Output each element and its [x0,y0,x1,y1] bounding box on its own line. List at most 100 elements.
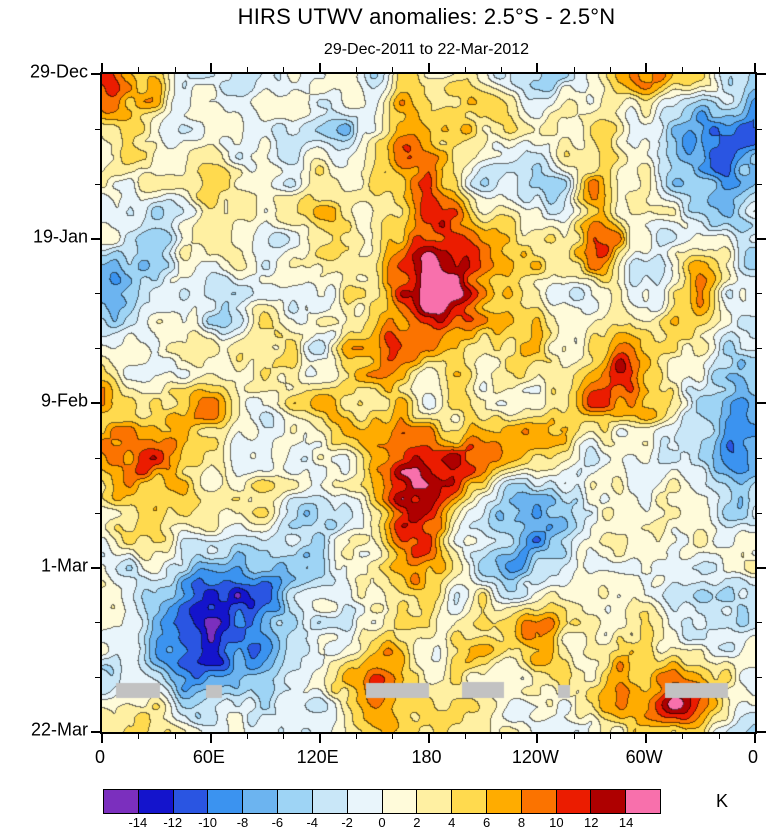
y-axis-minor-tick [757,512,762,514]
y-axis-tick-label: 1-Mar [40,555,88,575]
x-axis-minor-tick [573,734,575,739]
y-axis-minor-tick [757,348,762,350]
colorbar-tick-label: 2 [413,815,421,830]
colorbar-tick-label: 0 [378,815,386,830]
colorbar-tick-label: -12 [163,815,183,830]
x-axis-tick-label: 120W [511,747,559,767]
y-axis-minor-tick [757,457,762,459]
colorbar-tick-label: 8 [517,815,526,830]
x-axis-minor-tick [501,67,503,72]
x-axis-labels: 0 60E 120E 180 120W 60W 0 [95,747,758,769]
x-axis-minor-tick [174,67,176,72]
y-axis-major-tick [91,237,100,240]
y-axis-major-tick [91,731,100,733]
x-axis-major-tick [318,734,321,743]
colorbar-swatch [486,790,522,813]
x-axis-major-tick [536,734,539,743]
x-axis-minor-tick [138,734,140,739]
y-axis-tick-label: 29-Dec [29,61,88,82]
colorbar-swatch [626,790,660,813]
x-axis-minor-tick [501,734,503,739]
colorbar-swatch [138,790,174,813]
colorbar-tick-label: 12 [584,815,599,830]
x-axis-minor-tick [609,67,611,72]
y-axis-minor-tick [757,183,762,185]
x-axis-minor-tick [355,734,357,739]
y-axis-minor-tick [95,512,100,514]
y-axis-major-tick [91,73,100,75]
y-axis-major-tick [757,237,766,240]
chart-subtitle: 29-Dec-2011 to 22-Mar-2012 [323,41,530,58]
y-axis-major-tick [757,73,766,75]
y-axis-major-tick [91,566,100,569]
y-axis-minor-tick [95,293,100,295]
colorbar-tick-label: -8 [236,815,249,830]
x-axis-major-tick [536,63,539,72]
colorbar-tick-label: 4 [448,815,456,830]
colorbar-swatch [243,790,279,813]
x-axis-tick-label: 60W [625,747,663,767]
x-axis-major-tick [101,734,103,743]
colorbar-swatch [312,790,348,813]
y-axis-minor-tick [95,183,100,185]
x-axis-major-tick [209,63,212,72]
colorbar-swatch [278,790,313,813]
x-axis-major-tick [427,734,430,743]
x-axis-major-tick [101,63,103,72]
x-axis-major-tick [754,63,756,72]
x-axis-minor-tick [573,67,575,72]
contour-field-canvas [102,74,755,732]
x-axis-tick-label: 180 [411,747,442,767]
colorbar-swatch [556,790,592,813]
x-axis-minor-tick [138,67,140,72]
x-axis-minor-tick [392,67,394,72]
y-axis-major-tick [757,731,766,733]
x-axis-minor-tick [247,67,249,72]
x-axis-major-tick [645,734,648,743]
x-axis-minor-tick [355,67,357,72]
x-axis-minor-tick [174,734,176,739]
colorbar-swatch [591,790,627,813]
chart-title: HIRS UTWV anomalies: 2.5°S - 2.5°N [237,4,616,29]
x-axis-tick-label: 60E [192,747,225,767]
colorbar-tick-labels: -14 -12 -10 -8 -6 -4 -2 0 2 4 6 8 10 12 14 [103,815,661,830]
colorbar-tick-label: -10 [198,815,218,830]
plot-area [91,63,766,743]
y-axis-minor-tick [757,128,762,130]
x-axis-minor-tick [392,734,394,739]
x-axis-minor-tick [464,67,466,72]
colorbar-tick-label: -2 [341,815,353,830]
colorbar-tick-label: -14 [128,815,148,830]
x-axis-minor-tick [283,734,285,739]
y-axis-minor-tick [95,457,100,459]
y-axis-minor-tick [757,622,762,624]
x-axis-minor-tick [718,67,720,72]
colorbar-swatch [521,790,557,813]
colorbar [103,789,661,814]
y-axis-minor-tick [95,677,100,679]
y-axis-tick-label: 19-Jan [32,226,88,246]
colorbar-swatch [173,790,209,813]
y-axis-minor-tick [95,128,100,130]
x-axis-major-tick [754,734,756,743]
colorbar-swatch [104,790,139,813]
colorbar-swatch [382,790,418,813]
colorbar-swatch [417,790,453,813]
x-axis-major-tick [209,734,212,743]
colorbar-unit-label: K [716,791,729,811]
x-axis-major-tick [645,63,648,72]
y-axis-major-tick [757,402,766,404]
colorbar-tick-label: -4 [306,815,319,830]
x-axis-tick-label: 0 [747,747,759,767]
y-axis-minor-tick [95,348,100,350]
colorbar-swatch [452,790,487,813]
x-axis-minor-tick [682,734,684,739]
x-axis-minor-tick [464,734,466,739]
colorbar-swatch [347,790,383,813]
x-axis-major-tick [318,63,321,72]
colorbar-tick-label: 10 [549,815,564,830]
x-axis-minor-tick [283,67,285,72]
y-axis-minor-tick [95,622,100,624]
y-axis-minor-tick [757,677,762,679]
